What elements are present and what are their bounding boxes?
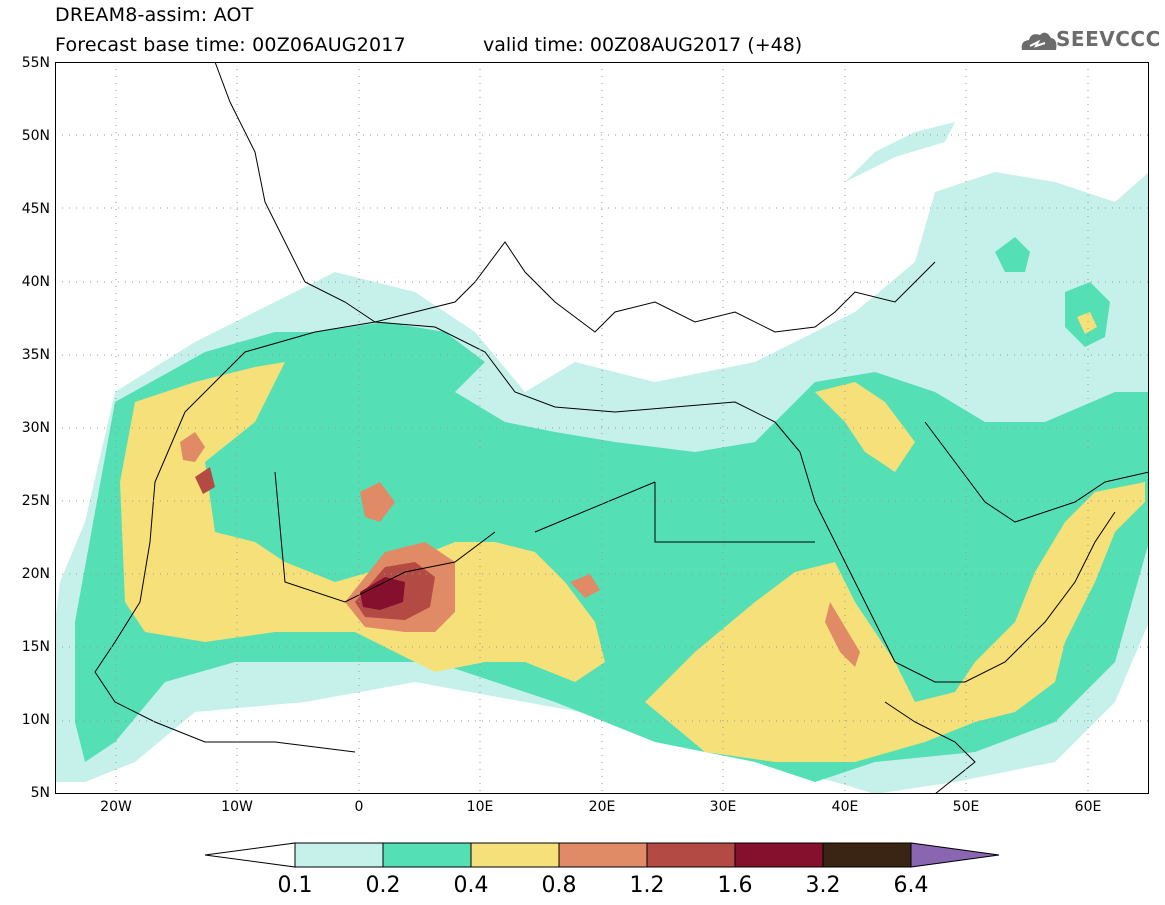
logo-text: SEEVCCC [1056,27,1161,51]
coastline-horn [884,701,976,794]
aot-colorbar [205,842,1000,868]
colorbar-label: 1.2 [629,873,665,898]
colorbar-label: 0.4 [453,873,489,898]
colorbar-high-arrow [910,842,1000,868]
lat-label: 40N [21,274,50,290]
lat-label: 20N [21,566,50,582]
colorbar-swatch [294,842,384,868]
aot-band-0.8-sudan [570,574,600,598]
coastline-red-sea [799,451,1116,683]
lat-label: 30N [21,420,50,436]
colorbar-swatch [558,842,648,868]
lat-label: 55N [21,55,50,71]
seevccc-cloud-logo-icon [1021,32,1057,50]
border-algeria-mali [274,471,496,603]
aot-band-0.8-algeria [360,482,395,522]
map-title: DREAM8-assim: AOT [55,4,254,26]
border-egypt-sudan [654,482,815,543]
colorbar-label: 1.6 [717,873,753,898]
colorbar-label: 0.8 [541,873,577,898]
lon-label: 30E [709,799,737,815]
colorbar-label: 0.2 [365,873,401,898]
lat-label: 45N [21,201,50,217]
colorbar-label: 6.4 [893,873,929,898]
lat-label: 15N [21,639,50,655]
aot-band-0.8-morocco [180,432,205,462]
aot-band-0.4-west-sahara [120,362,605,682]
lon-label: 20E [588,799,616,815]
map-border [55,62,1149,794]
colorbar-swatch [470,842,560,868]
lon-label: 10W [221,799,253,815]
aot-band-0.2-north-africa [235,322,485,402]
aot-band-1.2-morocco [195,467,215,494]
aot-map [55,62,1149,794]
coastline-africa-west [94,411,356,753]
aot-band-0.2-caspian [995,237,1030,272]
colorbar-swatch [382,842,472,868]
aot-band-0.4-iran-spot [1077,312,1097,334]
lat-label: 50N [21,128,50,144]
lat-label: 25N [21,493,50,509]
colorbar-label: 3.2 [805,873,841,898]
lon-label: 10E [466,799,494,815]
lon-label: 40E [831,799,859,815]
aot-band-0.4-horn [645,482,1145,762]
aot-band-0.4-arabia [815,382,915,472]
lon-label: 60E [1074,799,1102,815]
valid-time: valid time: 00Z08AUG2017 (+48) [483,34,803,56]
lat-label: 35N [21,347,50,363]
map-grid [55,62,1149,794]
lon-label: 50E [952,799,980,815]
colorbar-swatch [646,842,736,868]
forecast-base-time: Forecast base time: 00Z06AUG2017 [55,34,406,56]
colorbar-low-arrow [205,842,296,868]
lat-label: 10N [21,712,50,728]
border-libya-chad [534,481,656,533]
lat-label: 5N [30,785,50,801]
colorbar-label: 0.1 [277,873,313,898]
aot-band-0.8-red-sea [825,602,860,667]
aot-band-1.6 [360,577,405,610]
aot-band-0.1-caucasus [845,122,955,182]
coastline-arabia-east [924,421,1149,523]
lon-label: 20W [100,799,132,815]
lon-label: 0 [354,799,364,815]
colorbar-swatch [822,842,912,868]
colorbar-swatch [734,842,824,868]
coastline-africa-north [184,321,801,453]
coastline-europe [214,62,936,333]
